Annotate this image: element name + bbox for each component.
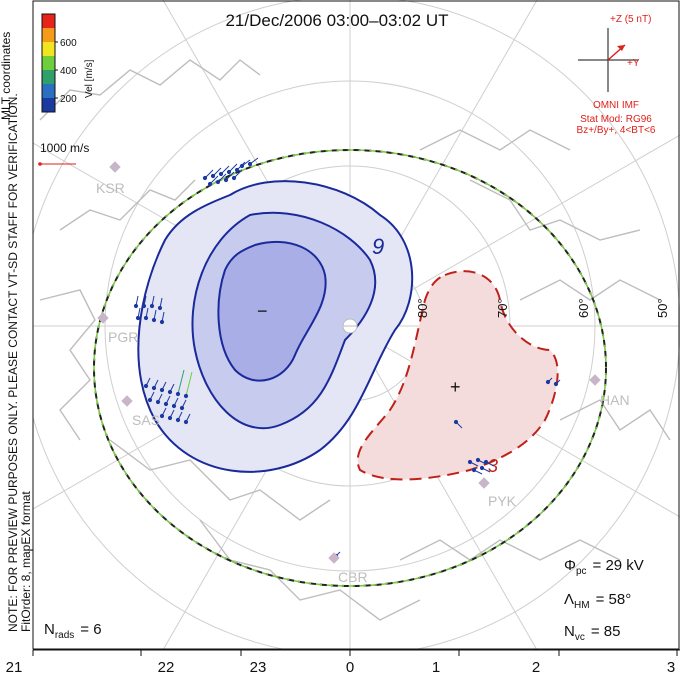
mlt-tick-0: 0 [346, 659, 354, 674]
stat-phi-pc-value: = 29 kV [593, 557, 644, 574]
velocity-colorbar: 600 400 200 Vel [m/s] [41, 13, 95, 113]
vector-group-ksr [202, 157, 259, 187]
negative-potential-marker: − [257, 301, 268, 321]
stat-n-vc: Nvc = 85 [564, 623, 620, 643]
mlt-tick-2: 2 [532, 659, 540, 674]
imf-model-line2: Bz+/By+, 4<BT<6 [577, 125, 656, 136]
imf-dial: +Z (5 nT) +Y OMNI IMF Stat Mod: RG96 Bz+… [577, 14, 656, 136]
imf-y-label: +Y [627, 58, 640, 69]
station-labels: KSR PGR SAS CBR PYK HAN [96, 180, 630, 585]
colorbar-tick-400: 400 [60, 66, 77, 77]
mlt-tick-22: 22 [158, 659, 175, 674]
coastlines [39, 59, 671, 621]
station-cbr-marker [328, 552, 340, 564]
colorbar-label: Vel [m/s] [84, 59, 95, 98]
station-label-ksr: KSR [96, 180, 125, 196]
radar-stations [97, 161, 601, 564]
hm-boundary [93, 149, 607, 587]
velocity-vectors [133, 157, 561, 559]
mlt-tick-21: 21 [6, 659, 23, 674]
station-ksr-marker [109, 161, 121, 173]
imf-z-label: +Z (5 nT) [610, 14, 651, 25]
plot-frame [32, 0, 680, 650]
lat-label-60: 60° [576, 298, 591, 318]
stat-n-rads-value: = 6 [80, 621, 101, 638]
map-title: 21/Dec/2006 03:00–03:02 UT [225, 11, 448, 30]
stat-lambda-hm-value: = 58° [596, 591, 632, 608]
coord-system-label: MLT coordinates [0, 32, 13, 120]
vector-group-pgr [133, 295, 165, 325]
vector-group-sas [143, 369, 193, 425]
station-sas-marker [121, 395, 133, 407]
vector-scale: 1000 m/s [38, 141, 89, 166]
mlt-tick-1: 1 [432, 659, 440, 674]
mlt-axis [32, 649, 680, 656]
station-pgr-marker [97, 312, 109, 324]
stat-n-rads: Nrads = 6 [44, 621, 102, 641]
fit-statistics: Φpc = 29 kV ΛHM = 58° Nvc = 85 Nrads = 6 [44, 557, 644, 643]
station-pyk-marker [478, 477, 490, 489]
disclaimer-text: NOTE: FOR PREVIEW PURPOSES ONLY. PLEASE … [6, 93, 20, 632]
negative-convection-cell: 9 − [137, 180, 414, 473]
mlt-tick-23: 23 [250, 659, 267, 674]
pole-marker [342, 318, 358, 334]
lat-label-50: 50° [655, 298, 670, 318]
station-label-han: HAN [600, 392, 630, 408]
stat-lambda-hm: ΛHM = 58° [564, 591, 631, 611]
positive-potential-marker: + [450, 377, 461, 397]
latitude-labels: 80° 70° 60° 50° [415, 298, 670, 318]
station-han-marker [589, 374, 601, 386]
colorbar-tick-200: 200 [60, 94, 77, 105]
colorbar-tick-600: 600 [60, 38, 77, 49]
vector-group-pyk [453, 419, 495, 475]
fit-info-text: FitOrder: 8, mapEX format [19, 491, 33, 632]
vector-group-han [545, 377, 561, 387]
mlt-tick-labels: 21 22 23 0 1 2 3 [6, 659, 676, 674]
stat-phi-pc: Φpc = 29 kV [564, 557, 644, 577]
station-label-pyk: PYK [488, 493, 517, 509]
negative-contour-label: 9 [372, 234, 384, 259]
mlt-tick-3: 3 [667, 659, 675, 674]
lat-label-80: 80° [415, 298, 430, 318]
station-label-sas: SAS [132, 412, 160, 428]
vector-scale-label: 1000 m/s [40, 141, 89, 155]
lat-label-70: 70° [495, 298, 510, 318]
imf-source: OMNI IMF [593, 100, 639, 111]
station-label-pgr: PGR [108, 329, 138, 345]
imf-model-line1: Stat Mod: RG96 [580, 114, 652, 125]
stat-n-vc-value: = 85 [591, 623, 621, 640]
station-label-cbr: CBR [338, 569, 368, 585]
